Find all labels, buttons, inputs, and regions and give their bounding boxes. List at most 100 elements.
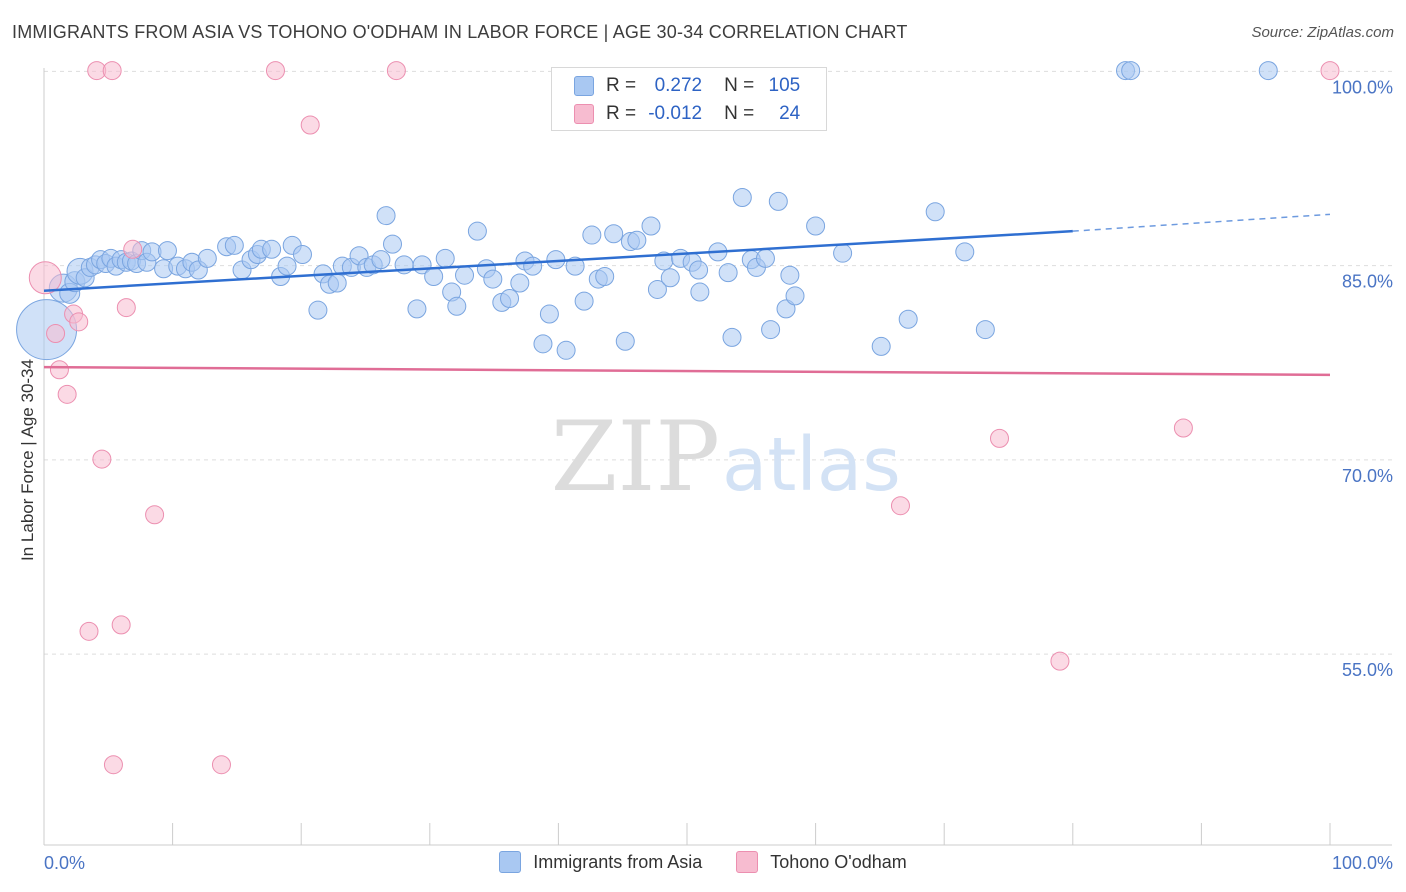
point-tohono (1320, 61, 1340, 81)
point-tohono (103, 755, 123, 775)
point-tohono (57, 384, 77, 404)
point-asia (224, 235, 244, 255)
point-asia (898, 309, 918, 329)
legend-row-tohono: R = -0.012 N = 24 (574, 101, 800, 127)
y-tick-label: 85.0% (1342, 272, 1393, 292)
point-asia (376, 206, 396, 226)
point-tohono (265, 61, 285, 81)
y-tick-label: 100.0% (1332, 77, 1393, 97)
point-asia (755, 248, 775, 268)
legend-r-label: R = (606, 75, 637, 96)
legend-r-label: R = (606, 103, 637, 124)
point-asia (424, 266, 444, 286)
point-asia (292, 244, 312, 264)
point-asia (533, 334, 553, 354)
point-asia (615, 331, 635, 351)
point-asia (435, 248, 455, 268)
legend-swatch-asia (574, 76, 594, 96)
legend-swatch-tohono (574, 104, 594, 124)
point-asia (1121, 61, 1141, 81)
point-asia (539, 304, 559, 324)
series-legend-asia[interactable]: Immigrants from Asia (499, 851, 702, 873)
point-asia (308, 300, 328, 320)
point-asia (407, 299, 427, 319)
point-asia (1258, 61, 1278, 81)
point-asia (371, 250, 391, 270)
series-legend: Immigrants from Asia Tohono O'odham (0, 851, 1406, 873)
point-asia (383, 234, 403, 254)
legend-r-value: -0.012 (648, 103, 703, 124)
series-swatch-asia (499, 851, 522, 873)
trend-line-tohono (43, 365, 1331, 377)
point-tohono (111, 615, 131, 635)
point-asia (277, 256, 297, 276)
tick-labels: 100.0% 85.0% 70.0% 55.0% 0.0% 100.0% (44, 77, 1393, 873)
chart-title: IMMIGRANTS FROM ASIA VS TOHONO O'ODHAM I… (12, 22, 908, 42)
legend-n-value: 24 (779, 103, 801, 124)
point-asia (833, 243, 853, 263)
series-legend-tohono[interactable]: Tohono O'odham (736, 851, 907, 873)
legend-n-label: N = (724, 103, 755, 124)
chart-source: Source: ZipAtlas.com (1251, 24, 1394, 41)
point-asia (689, 260, 709, 280)
point-asia (785, 286, 805, 306)
point-tohono (890, 496, 910, 516)
point-tohono (1050, 651, 1070, 671)
trend-line-asia (43, 229, 1073, 292)
point-asia (467, 221, 487, 241)
point-asia (262, 239, 282, 259)
watermark-zip: ZIP (551, 401, 720, 513)
trend-lines (43, 213, 1331, 377)
correlation-legend: R = 0.272 N = 105 R = -0.012 N = 24 (551, 67, 827, 131)
point-tohono (386, 61, 406, 81)
point-tohono (69, 312, 89, 332)
x-tick-label: 100.0% (1332, 853, 1393, 873)
point-asia (523, 256, 543, 276)
point-asia (722, 327, 742, 347)
point-tohono (211, 755, 231, 775)
point-asia (761, 320, 781, 340)
series-swatch-tohono (736, 851, 759, 873)
point-asia (565, 256, 585, 276)
point-asia (690, 282, 710, 302)
point-asia (604, 224, 624, 244)
point-asia (327, 273, 347, 293)
data-points (16, 61, 1340, 775)
point-tohono (300, 115, 320, 135)
point-asia (776, 299, 796, 319)
watermark-atlas: atlas (722, 422, 901, 508)
point-asia (574, 291, 594, 311)
point-tohono (123, 239, 143, 259)
point-asia (732, 188, 752, 207)
trend-line-asia-projection (1072, 213, 1331, 232)
axes (43, 68, 1392, 846)
point-tohono (79, 621, 99, 641)
point-asia (718, 263, 738, 283)
y-tick-label: 55.0% (1342, 660, 1393, 680)
point-asia (595, 266, 615, 286)
point-asia (641, 216, 661, 236)
point-asia (660, 268, 680, 288)
point-asia (556, 340, 576, 360)
point-tohono (28, 261, 62, 295)
point-asia (483, 269, 503, 289)
point-asia (455, 265, 475, 285)
point-tohono (145, 505, 165, 525)
point-asia (806, 216, 826, 236)
point-asia (447, 296, 467, 316)
point-asia (627, 230, 647, 250)
series-label-tohono: Tohono O'odham (770, 851, 907, 872)
point-asia (157, 241, 177, 261)
point-tohono (102, 61, 122, 81)
legend-n-value: 105 (768, 75, 801, 96)
point-asia (925, 202, 945, 222)
point-tohono (49, 360, 69, 380)
point-asia (510, 273, 530, 293)
point-asia (647, 279, 667, 299)
series-label-asia: Immigrants from Asia (533, 851, 703, 872)
legend-n-label: N = (724, 75, 755, 96)
point-asia (955, 242, 975, 262)
point-asia (871, 336, 891, 356)
point-tohono (92, 449, 112, 469)
